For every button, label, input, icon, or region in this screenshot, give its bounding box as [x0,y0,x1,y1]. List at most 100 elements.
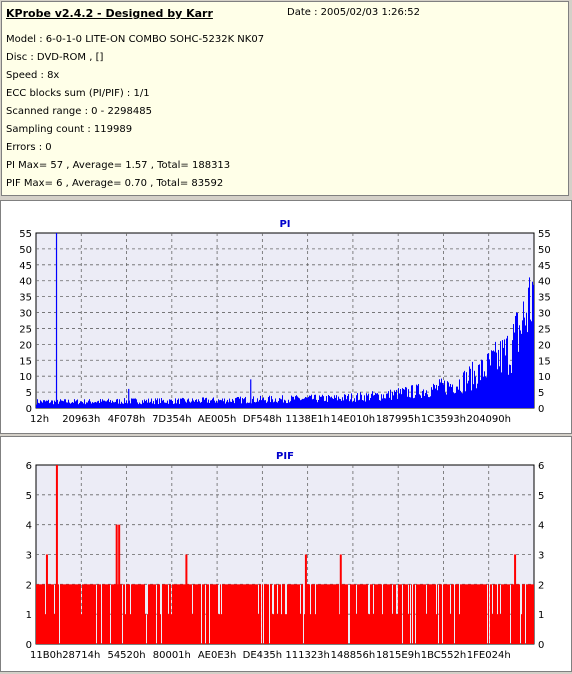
bar [405,387,406,408]
y-tick-label-right: 1 [538,610,544,621]
bar [312,399,313,408]
bar [70,584,71,644]
x-tick-label: 204090h [466,414,511,425]
bar [121,401,122,408]
bar [413,398,414,408]
spike-bar [339,554,342,644]
bar [465,391,466,408]
bar [288,399,289,408]
bar [383,394,384,408]
bar [520,330,521,408]
bar [324,584,325,644]
bar [439,584,440,644]
y-tick-label-right: 30 [538,309,551,320]
bar [168,614,169,644]
bar [306,397,307,408]
y-tick-label-right: 50 [538,245,551,256]
bar [67,402,68,408]
bar [419,584,420,644]
scan-date: Date : 2005/02/03 1:26:52 [287,7,420,18]
bar [97,584,98,644]
bar [415,394,416,408]
bar [434,385,435,408]
y-tick-label: 45 [19,261,32,272]
bar [321,584,322,644]
bar [317,584,318,644]
bar [182,397,183,408]
bar [220,584,221,644]
bar [60,584,61,644]
bar [300,400,301,408]
bar [400,584,401,644]
bar [448,584,449,644]
bar [276,584,277,644]
bar [214,400,215,408]
bar [173,584,174,644]
bar [266,402,267,408]
bar [465,584,466,644]
bar [69,584,70,644]
bar [200,584,201,644]
bar [179,584,180,644]
bar [446,584,447,644]
bar [426,390,427,408]
spike-bar [55,233,58,408]
bar [80,401,81,408]
bar [526,312,527,408]
bar [408,614,409,644]
bar [211,584,212,644]
bar [435,388,436,408]
bar [499,366,500,408]
bar [98,400,99,408]
bar [151,584,152,644]
bar [206,584,207,644]
x-tick-label: 148856h [331,650,376,661]
bar [444,584,445,644]
bar [525,325,526,408]
bar [310,395,311,408]
bar [477,383,478,408]
bar [518,584,519,644]
bar [429,584,430,644]
bar [462,393,463,408]
bar [280,398,281,408]
bar [218,399,219,408]
bar [264,584,265,644]
bar [231,584,232,644]
bar [133,398,134,408]
bar [519,325,520,408]
bar [267,401,268,408]
bar [381,584,382,644]
bar [403,388,404,408]
bar [529,277,530,408]
bar [102,584,103,644]
bar [176,584,177,644]
bar [222,584,223,644]
bar [159,584,160,644]
bar [143,584,144,644]
bar [401,394,402,408]
bar [232,584,233,644]
bar [504,339,505,408]
bar [370,397,371,408]
bar [271,396,272,408]
bar [482,360,483,408]
disc-line: Disc : DVD-ROM , [] [6,52,104,63]
bar [187,399,188,408]
bar [524,317,525,408]
bar [293,396,294,408]
bar [494,351,495,408]
bar [498,584,499,644]
bar [253,396,254,408]
bar [151,398,152,408]
bar [481,584,482,644]
bar [67,584,68,644]
bar [210,584,211,644]
bar [132,398,133,408]
bar [37,584,38,644]
bar [478,584,479,644]
bar [367,395,368,408]
x-tick-label: 54520h [107,650,145,661]
bar [238,397,239,408]
bar [262,398,263,408]
